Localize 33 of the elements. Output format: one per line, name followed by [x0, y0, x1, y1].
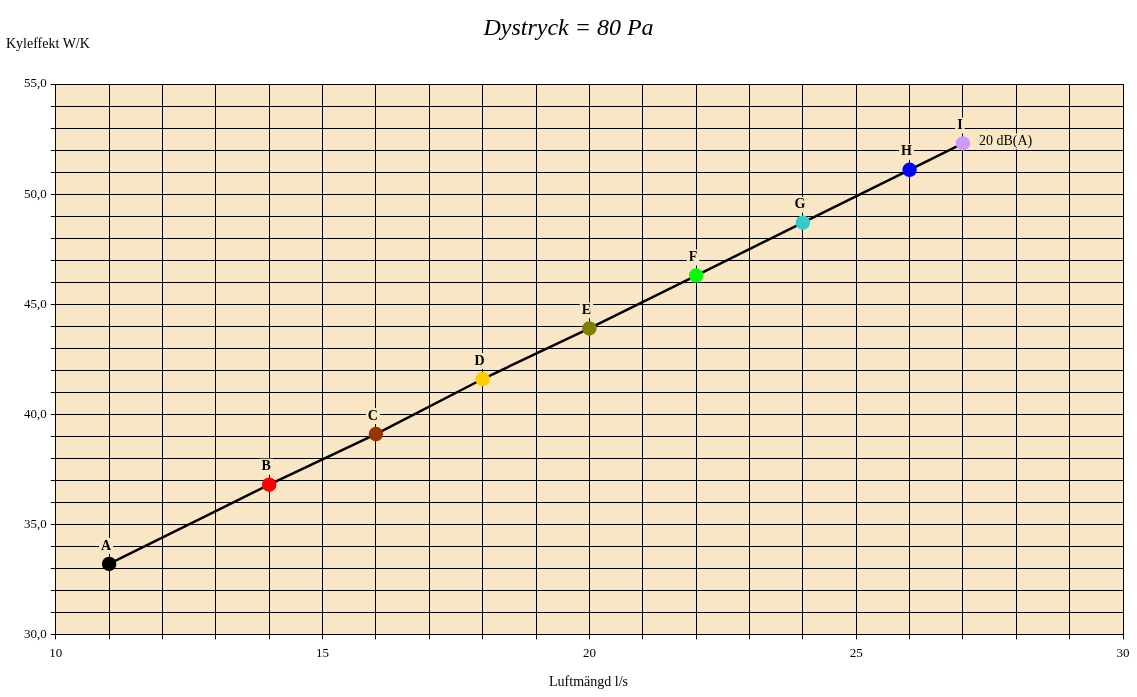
- point: [261, 477, 277, 492]
- y-axis-title: Kyleffekt W/K: [6, 36, 90, 52]
- point: [795, 215, 811, 230]
- annotation: F: [688, 249, 698, 265]
- point: [688, 268, 704, 283]
- annotation: C: [367, 407, 378, 423]
- x-tick-label: 25: [849, 644, 863, 660]
- y-tick-label: 40,0: [24, 405, 47, 421]
- y-tick-label: 55,0: [24, 75, 47, 91]
- point: [955, 136, 971, 151]
- annotation: B: [261, 458, 271, 474]
- annotation: D: [474, 352, 485, 368]
- y-tick-label: 50,0: [24, 185, 47, 201]
- y-tick-label: 35,0: [24, 515, 47, 531]
- x-tick-label: 10: [49, 644, 63, 660]
- y-tick-label: 30,0: [24, 625, 47, 641]
- point: [475, 371, 490, 387]
- annotation: 20 dB(A): [978, 133, 1033, 150]
- annotation: H: [901, 143, 913, 159]
- x-axis-title: Luftmängd l/s: [548, 674, 629, 690]
- y-tick-label: 45,0: [24, 295, 47, 311]
- x-tick-label: 20: [582, 644, 596, 660]
- chart-title: Dystryck = 80 Pa: [483, 14, 654, 40]
- point: [101, 556, 117, 572]
- point: [368, 426, 384, 442]
- annotation: E: [581, 301, 592, 317]
- x-tick-label: 15: [316, 644, 330, 660]
- annotation: G: [794, 196, 806, 212]
- annotation: A: [101, 537, 113, 553]
- x-tick-label: 30: [1116, 644, 1130, 660]
- point: [582, 321, 597, 336]
- point: [902, 162, 917, 178]
- annotation: I: [957, 117, 963, 133]
